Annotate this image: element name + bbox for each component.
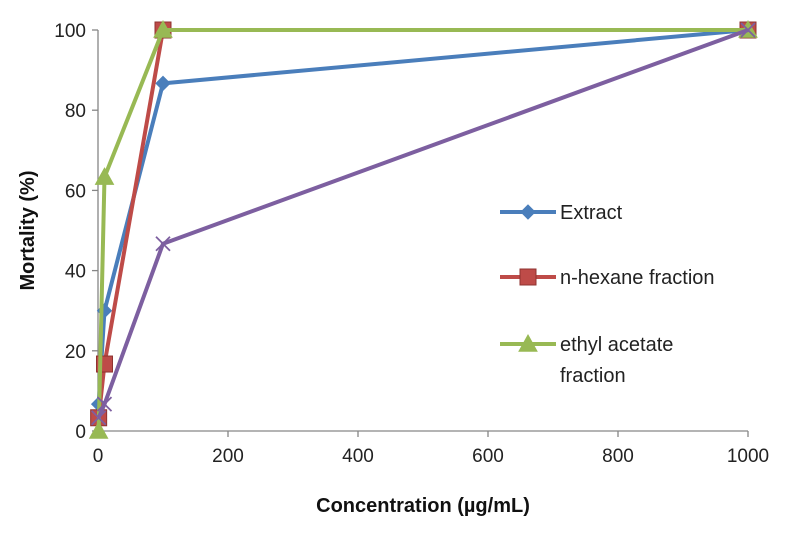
data-point-ethyl-acetate-fraction: [88, 420, 109, 439]
legend-label: n-hexane fraction: [560, 267, 715, 289]
y-tick-label: 80: [65, 101, 86, 122]
x-tick-label: 600: [472, 446, 504, 467]
y-tick-label: 0: [75, 422, 86, 443]
y-tick-label: 100: [54, 21, 86, 42]
legend: Extract n-hexane fraction ethyl acetate fra…: [500, 202, 715, 387]
legend-label: ethyl acetate: [560, 334, 673, 356]
legend-item-extract: Extract: [500, 202, 623, 224]
x-tick-label: 0: [93, 446, 104, 467]
series-series-4: [91, 22, 756, 426]
legend-swatch-marker: [519, 268, 537, 286]
legend-swatch-marker: [520, 204, 536, 220]
data-point-series-4: [740, 22, 756, 38]
x-tick-label: 800: [602, 446, 634, 467]
y-tick-label: 20: [65, 342, 86, 363]
legend-label: fraction: [560, 365, 626, 387]
series-line-ethyl-acetate-fraction: [96, 28, 748, 432]
y-axis-title: Mortality (%): [17, 171, 39, 291]
data-point-series-4: [91, 410, 107, 426]
data-point-series-4: [155, 236, 171, 252]
x-axis-title: Concentration (µg/mL): [316, 495, 530, 517]
legend-swatch-marker: [518, 333, 538, 352]
legend-label: Extract: [560, 202, 623, 224]
series-line-series-4: [96, 28, 749, 419]
series-ethyl-acetate-fraction: [88, 19, 758, 439]
series-layer: [88, 19, 758, 439]
data-point-ethyl-acetate-fraction: [153, 19, 173, 38]
x-tick-label: 400: [342, 446, 374, 467]
y-tick-label: 60: [65, 181, 86, 202]
data-point-ethyl-acetate-fraction: [94, 167, 115, 185]
y-tick-label: 40: [65, 262, 86, 283]
x-tick-label: 200: [212, 446, 244, 467]
x-tick-label: 1000: [727, 446, 769, 467]
legend-item-n-hexane-fraction: n-hexane fraction: [500, 267, 715, 289]
series-line-n-hexane-fraction: [96, 28, 748, 418]
data-point-extract: [155, 75, 171, 92]
data-point-series-4: [96, 396, 113, 412]
legend-item-ethyl-acetate-fraction: ethyl acetate fraction: [500, 333, 673, 387]
